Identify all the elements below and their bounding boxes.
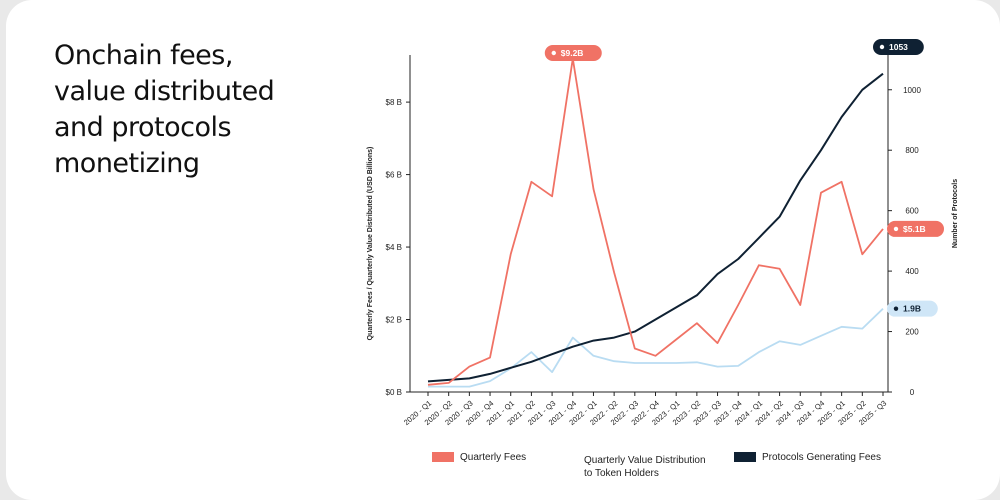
annotation-pill	[873, 39, 924, 55]
annotation-dot	[879, 44, 885, 50]
annotation-dot	[893, 226, 899, 232]
annotation-dot	[551, 50, 556, 56]
legend-label-value-2: to Token Holders	[584, 468, 659, 479]
y-tick-label-left: $4 B	[386, 243, 402, 252]
series-line-protocols	[427, 72, 884, 383]
legend-swatch-fees	[432, 452, 454, 463]
annotation-pill	[887, 300, 938, 317]
y-axis-title-left: Quarterly Fees / Quarterly Value Distrib…	[367, 147, 374, 341]
y-tick-label-left: $8 B	[386, 98, 402, 107]
series-line-fees	[427, 57, 884, 386]
slide-card	[6, 0, 1000, 500]
legend-label-value: Quarterly Value Distribution	[584, 455, 706, 466]
annotation-label: 1053	[889, 42, 908, 52]
series-line-value	[428, 308, 884, 388]
annotation-label: 1.9B	[903, 304, 921, 314]
title-line-4: monetizing	[54, 148, 200, 179]
annotation-dot	[893, 306, 899, 311]
y-tick-label-left: $0 B	[386, 388, 402, 397]
y-tick-label-right: 200	[905, 328, 919, 337]
y-tick-label-right: 600	[905, 207, 919, 216]
y-tick-label-right: 400	[905, 267, 919, 276]
annotation-pill	[544, 45, 602, 61]
y-tick-label-right: 800	[905, 146, 919, 155]
y-axis-title-right: Number of Protocols	[952, 179, 959, 248]
legend-item-protocols: Protocols Generating Fees	[734, 452, 881, 463]
y-tick-label-left: $2 B	[386, 316, 402, 325]
legend-item-value: Quarterly Value Distribution to Token Ho…	[584, 454, 706, 480]
legend-label-fees: Quarterly Fees	[460, 452, 527, 463]
legend-item-fees: Quarterly Fees	[432, 452, 526, 463]
annotation-label: $9.2B	[561, 48, 584, 58]
legend-swatch-protocols	[734, 452, 756, 463]
title-line-3: and protocols	[54, 112, 232, 143]
legend-label-protocols: Protocols Generating Fees	[762, 452, 881, 463]
annotation-pill	[887, 220, 944, 237]
title-line-1: Onchain fees,	[54, 40, 233, 71]
title-line-2: value distributed	[54, 76, 275, 107]
y-tick-label-right: 0	[910, 388, 915, 397]
y-tick-label-right: 1000	[903, 86, 921, 95]
slide-title: Onchain fees, value distributed and prot…	[54, 38, 354, 182]
annotation-label: $5.1B	[903, 224, 926, 234]
y-tick-label-left: $6 B	[386, 171, 402, 180]
